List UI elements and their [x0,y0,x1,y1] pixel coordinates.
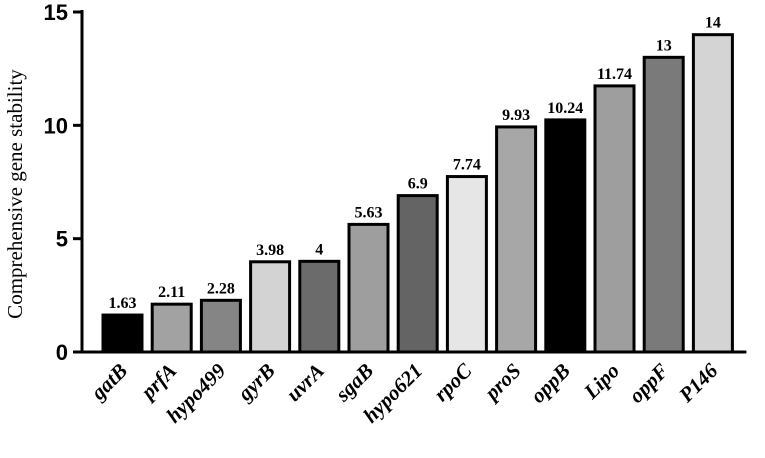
x-tick-label-gyrB: gyrB [232,359,279,406]
x-tick-label-P146: P146 [673,358,722,407]
x-tick-label-Lipo: Lipo [578,359,624,405]
bar-P146 [691,33,734,354]
data-label-oppF: 13 [656,37,672,54]
x-tick-label-rpoC: rpoC [429,358,477,406]
y-tick-label: 5 [56,227,68,252]
bar-rpoC [445,175,488,354]
bar-gyrB [249,260,292,354]
bar-prfA [150,302,193,354]
data-label-gatB: 1.63 [109,295,137,312]
data-label-hypo499: 2.28 [207,280,235,297]
data-label-prfA: 2.11 [158,284,185,301]
x-tick-label-proS: proS [478,359,525,406]
x-tick-label-gatB: gatB [85,359,132,406]
data-label-gyrB: 3.98 [256,242,284,259]
data-label-proS: 9.93 [502,107,530,124]
data-label-P146: 14 [705,15,721,32]
data-labels: 1.63 2.11 2.28 3.98 4 5.63 6.9 7.74 9.93 10.24 11.… [109,15,721,312]
bar-gatB [101,313,144,354]
bar-Lipo [593,84,636,354]
data-label-uvrA: 4 [315,241,323,258]
data-label-oppB: 10.24 [547,100,583,117]
bar-oppB [544,118,587,354]
x-tick-label-oppB: oppB [526,359,575,408]
data-label-hypo621: 6.9 [408,176,428,193]
x-tick-label-uvrA: uvrA [281,359,329,407]
bars [101,33,734,354]
bar-proS [495,125,538,354]
bar-uvrA [298,259,341,354]
data-label-Lipo: 11.74 [597,66,632,83]
bar-hypo499 [199,298,242,354]
y-tick-label: 10 [44,113,68,138]
data-label-sgaB: 5.63 [355,204,383,221]
bar-oppF [642,55,685,354]
axes: 0 5 10 15 [44,0,747,365]
y-tick-label: 0 [56,340,68,365]
bar-sgaB [347,222,390,354]
y-tick-label: 15 [44,0,68,25]
data-label-rpoC: 7.74 [453,157,481,174]
x-tick-label-oppF: oppF [624,359,673,408]
bar-hypo621 [396,194,439,354]
y-axis-label: Comprehensive gene stability [3,69,27,319]
